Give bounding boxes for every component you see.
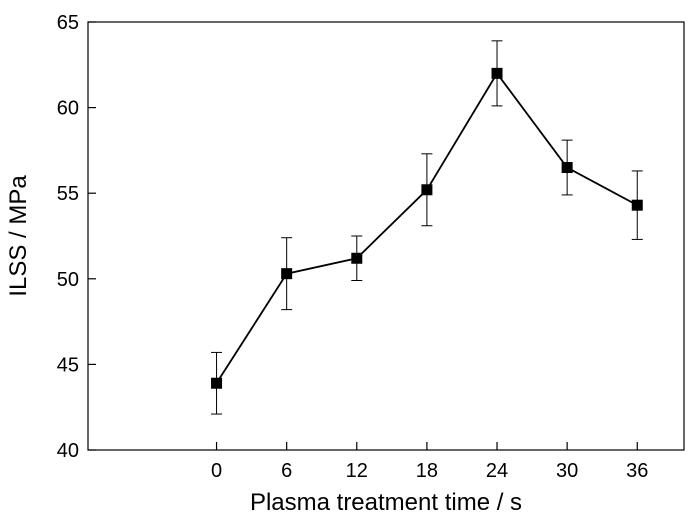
data-point <box>281 268 293 280</box>
data-point <box>211 377 223 389</box>
data-point <box>561 162 573 174</box>
plot-frame <box>87 21 685 451</box>
y-tick-label: 55 <box>57 183 79 205</box>
tick-labels: 0 6 12 18 24 30 36 40 45 50 55 60 65 <box>57 12 649 482</box>
y-axis-title: ILSS / MPa <box>5 175 32 297</box>
axis-ticks <box>88 21 638 451</box>
x-tick-label: 18 <box>416 460 438 482</box>
data-point <box>421 184 433 196</box>
y-tick-label: 45 <box>57 354 79 376</box>
data-point <box>351 252 363 264</box>
data-point <box>631 199 643 211</box>
x-axis-title: Plasma treatment time / s <box>250 489 522 516</box>
data-point <box>491 67 503 79</box>
y-tick-label: 60 <box>57 98 79 120</box>
x-tick-label: 30 <box>556 460 578 482</box>
error-bars <box>211 40 643 415</box>
series-line <box>215 71 638 384</box>
y-tick-label: 40 <box>57 440 79 462</box>
data-markers <box>211 67 643 389</box>
x-tick-label: 0 <box>211 460 222 482</box>
x-tick-label: 6 <box>281 460 292 482</box>
y-tick-label: 50 <box>57 269 79 291</box>
y-tick-label: 65 <box>57 12 79 34</box>
x-tick-label: 24 <box>486 460 508 482</box>
x-tick-label: 36 <box>626 460 648 482</box>
x-tick-label: 12 <box>346 460 368 482</box>
